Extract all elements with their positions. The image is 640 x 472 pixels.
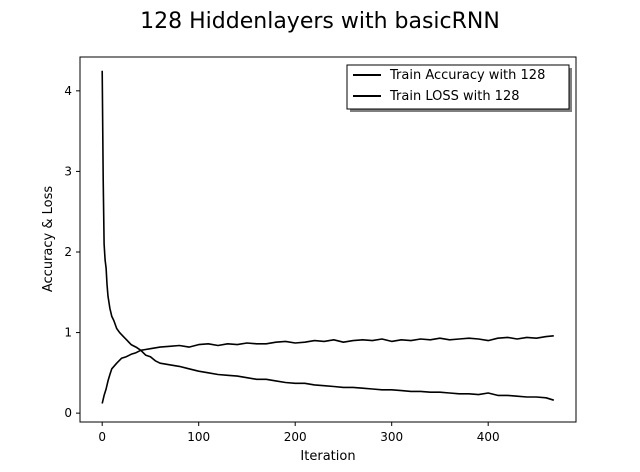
series-line-train-accuracy — [101, 335, 554, 404]
x-axis-label: Iteration — [300, 449, 355, 464]
y-tick-label: 0 — [64, 406, 72, 420]
legend-box — [346, 64, 570, 110]
y-tick-label: 3 — [64, 164, 72, 178]
y-tick-label: 4 — [64, 84, 72, 98]
y-axis-label: Accuracy & Loss — [41, 186, 56, 292]
x-tick-label: 400 — [477, 430, 500, 444]
series-line-train-loss — [101, 70, 555, 401]
chart-title: 128 Hiddenlayers with basicRNN — [140, 9, 500, 34]
x-tick-label: 100 — [187, 430, 210, 444]
y-tick-label: 2 — [64, 245, 72, 259]
y-axis: 0 1 2 3 4 — [64, 84, 80, 420]
legend: Train Accuracy with 128 Train LOSS with … — [346, 64, 572, 112]
plot-frame — [79, 56, 577, 423]
plot-area: 0 100 200 300 400 0 1 2 3 4 — [64, 56, 577, 444]
legend-label-accuracy: Train Accuracy with 128 — [389, 68, 545, 83]
series-lines — [101, 70, 555, 404]
legend-label-loss: Train LOSS with 128 — [389, 89, 520, 104]
y-tick-label: 1 — [64, 326, 72, 340]
x-axis: 0 100 200 300 400 — [98, 422, 500, 444]
x-tick-label: 300 — [380, 430, 403, 444]
x-tick-label: 200 — [284, 430, 307, 444]
x-tick-label: 0 — [98, 430, 106, 444]
